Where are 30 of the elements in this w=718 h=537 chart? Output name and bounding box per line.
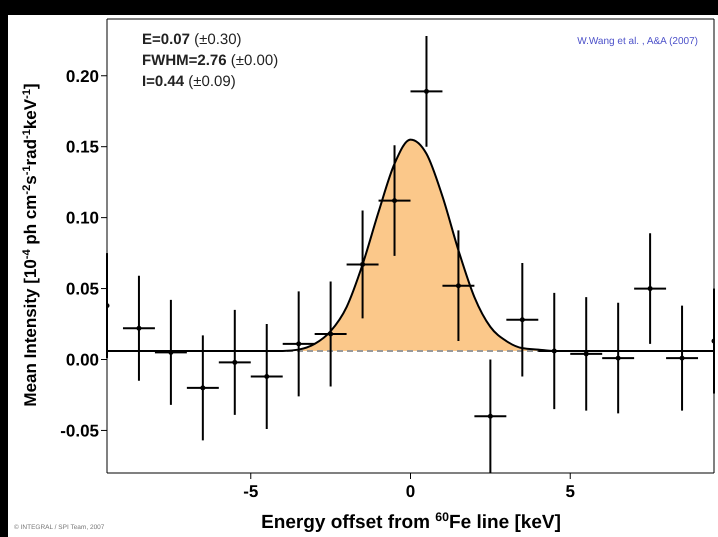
point [520, 317, 525, 322]
y-tick-label: 0.20 [66, 66, 99, 86]
point [328, 331, 334, 336]
y-tick-label: 0.00 [66, 350, 99, 370]
point [552, 348, 557, 354]
point [264, 374, 270, 380]
point [616, 356, 621, 361]
point [232, 360, 238, 365]
x-tick-label: 5 [566, 482, 575, 501]
point [680, 356, 685, 361]
y-tick-label: 0.15 [66, 138, 99, 157]
point [488, 414, 493, 419]
point [392, 198, 398, 204]
y-tick-label: -0.05 [60, 421, 99, 440]
y-tick-label: 0.10 [66, 208, 99, 228]
point [648, 286, 653, 292]
y-tick-label: 0.05 [66, 280, 99, 299]
point [424, 88, 429, 94]
x-tick-label: 0 [406, 482, 416, 501]
point [200, 385, 206, 390]
annotation: E=0.07 (±0.30) [142, 31, 242, 48]
annotation: FWHM=2.76 (±0.00) [142, 52, 278, 69]
annotation: I=0.44 (±0.09) [142, 73, 236, 90]
x-axis-title: Energy offset from $^{60}$Fe line [keV] [261, 510, 561, 533]
point [136, 326, 142, 331]
point [360, 262, 366, 267]
point [296, 341, 302, 346]
x-tick-label: -5 [243, 482, 258, 501]
point [456, 283, 461, 288]
annotation: W.Wang et al. , A&A (2007) [577, 36, 698, 47]
